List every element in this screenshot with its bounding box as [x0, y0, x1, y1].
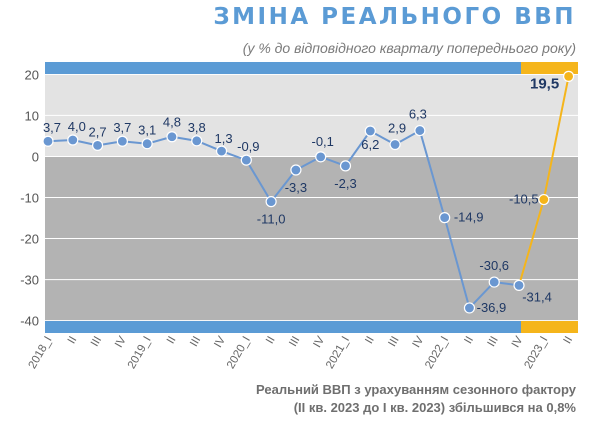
bottom-band: [45, 321, 522, 333]
data-point: [141, 138, 153, 150]
footnote-line-2: (II кв. 2023 до I кв. 2023) збільшився н…: [293, 400, 576, 415]
series-line-segment: [344, 130, 372, 167]
x-tick-label: II: [264, 335, 278, 347]
y-tick-label: 0: [32, 149, 39, 164]
data-point: [166, 131, 178, 143]
data-point: [240, 154, 252, 166]
data-label: -14,9: [454, 210, 484, 225]
x-tick-label: II: [363, 335, 377, 347]
chart-title: ЗМІНА РЕАЛЬНОГО ВВП: [213, 4, 576, 30]
data-label: -11,0: [257, 212, 286, 227]
data-point: [265, 196, 277, 208]
data-label: -31,4: [522, 289, 552, 304]
data-label: 19,5: [530, 75, 559, 92]
y-tick-label: -10: [20, 191, 39, 206]
data-point: [215, 145, 228, 157]
x-tick-label: IV: [113, 334, 129, 350]
top-band-highlight: [521, 62, 578, 74]
data-label: 3,1: [138, 123, 156, 138]
data-point: [364, 125, 376, 137]
data-point: [463, 302, 476, 314]
x-tick-label: IV: [212, 334, 228, 350]
x-tick-label: III: [89, 335, 104, 349]
data-label: 6,2: [361, 137, 379, 152]
data-point: [315, 151, 327, 163]
series-line-segment: [468, 281, 495, 309]
y-tick-label: -20: [20, 232, 39, 247]
chart-subtitle: (у % до відповідного кварталу попередньо…: [242, 40, 576, 56]
x-tick-label: II: [66, 335, 80, 347]
data-label: 3,7: [43, 120, 61, 135]
series-line-segment: [443, 217, 471, 309]
data-point: [488, 276, 500, 288]
data-label: 3,7: [113, 120, 131, 135]
x-tick-label: 2020_I: [225, 335, 253, 371]
data-label: 2,9: [388, 121, 406, 136]
data-label: -10,5: [509, 192, 539, 207]
data-label: -0,1: [311, 134, 333, 149]
x-tick-label: II: [165, 335, 179, 347]
x-tick-label: III: [486, 335, 501, 349]
data-point: [339, 160, 352, 172]
x-tick-label: IV: [311, 334, 327, 350]
x-tick-label: 2021_I: [324, 335, 352, 371]
x-tick-label: III: [386, 335, 401, 349]
y-tick-label: -40: [20, 314, 39, 329]
series-line-segment: [518, 199, 545, 286]
data-point: [290, 164, 302, 176]
data-point: [414, 124, 426, 137]
data-point: [42, 135, 54, 147]
data-point: [91, 139, 104, 151]
negative-area: [45, 156, 578, 333]
data-point: [389, 138, 401, 151]
data-point: [513, 279, 525, 291]
data-label: -3,3: [285, 180, 307, 195]
series-line-segment: [542, 76, 570, 200]
data-label: 4,0: [68, 119, 86, 134]
data-label: -2,3: [334, 176, 356, 191]
data-label: -0,9: [237, 139, 259, 154]
y-tick-label: -30: [20, 273, 39, 288]
data-label: 2,7: [89, 124, 107, 139]
x-tick-label: IV: [510, 334, 526, 350]
y-tick-label: 10: [25, 108, 39, 123]
x-tick-label: III: [287, 335, 302, 349]
series-line-segment: [270, 169, 297, 203]
bottom-band-highlight: [521, 321, 578, 333]
series-line-segment: [418, 130, 446, 218]
x-tick-label: 2023_I: [522, 335, 550, 371]
data-label: 4,8: [163, 115, 181, 130]
data-point: [439, 212, 451, 224]
data-label: -30,6: [479, 258, 509, 273]
positive-area: [45, 62, 578, 157]
data-label: 3,8: [188, 120, 206, 135]
data-point: [67, 134, 79, 146]
series-line-segment: [245, 159, 272, 203]
x-tick-label: II: [462, 335, 476, 347]
data-point: [191, 135, 203, 147]
footnote-line-1: Реальний ВВП з урахуванням сезонного фак…: [256, 382, 576, 397]
data-label: 1,3: [214, 131, 232, 146]
y-tick-label: 20: [25, 67, 39, 82]
data-label: -36,9: [477, 300, 507, 315]
data-point: [116, 135, 128, 147]
x-tick-label: 2022_I: [423, 335, 451, 371]
data-label: 6,3: [409, 107, 427, 122]
x-tick-label: 2019_I: [126, 335, 154, 371]
x-tick-label: III: [188, 335, 203, 349]
x-tick-label: II: [562, 335, 576, 347]
top-band: [45, 62, 522, 74]
x-tick-label: 2018_I: [27, 335, 55, 371]
data-point: [563, 70, 575, 82]
x-tick-label: IV: [411, 334, 427, 350]
data-point: [538, 193, 550, 206]
